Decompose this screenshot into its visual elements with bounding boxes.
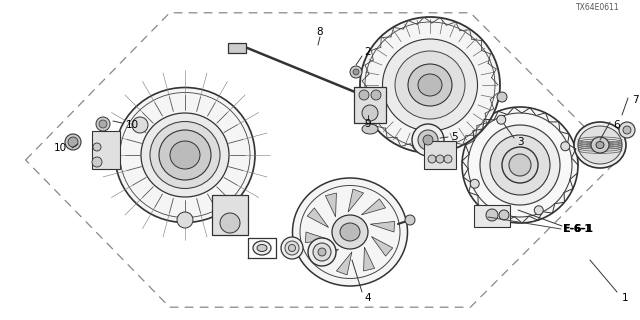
Text: E-6-1: E-6-1 [563, 224, 591, 234]
Text: 2: 2 [365, 47, 371, 57]
Circle shape [177, 212, 193, 228]
Circle shape [96, 117, 110, 131]
Ellipse shape [257, 244, 267, 252]
Circle shape [497, 115, 506, 124]
Ellipse shape [578, 126, 622, 164]
Polygon shape [348, 189, 364, 212]
Text: 10: 10 [125, 120, 139, 130]
Polygon shape [305, 232, 330, 243]
Ellipse shape [360, 17, 500, 153]
Bar [354, 87, 386, 123]
Ellipse shape [591, 137, 609, 153]
Text: 9: 9 [365, 119, 371, 129]
Polygon shape [371, 236, 393, 256]
Circle shape [405, 215, 415, 225]
Ellipse shape [462, 107, 578, 223]
Text: 6: 6 [614, 120, 620, 130]
Circle shape [486, 209, 498, 221]
Ellipse shape [574, 122, 626, 168]
Bar [212, 195, 248, 235]
Ellipse shape [383, 39, 477, 131]
Polygon shape [337, 252, 352, 275]
Ellipse shape [115, 87, 255, 222]
Bar [228, 43, 246, 53]
Text: 3: 3 [516, 137, 524, 147]
Circle shape [436, 155, 444, 163]
Circle shape [428, 155, 436, 163]
Circle shape [371, 90, 381, 100]
Polygon shape [364, 247, 374, 271]
Ellipse shape [159, 130, 211, 180]
Circle shape [497, 92, 507, 102]
Circle shape [561, 142, 570, 151]
Text: E-6-1: E-6-1 [563, 224, 593, 234]
Ellipse shape [220, 213, 240, 233]
Circle shape [499, 210, 509, 220]
Circle shape [353, 69, 359, 75]
Ellipse shape [509, 154, 531, 176]
Ellipse shape [490, 135, 550, 195]
Polygon shape [307, 208, 328, 228]
Ellipse shape [340, 223, 360, 241]
Ellipse shape [332, 215, 368, 249]
Ellipse shape [170, 141, 200, 169]
Ellipse shape [395, 51, 465, 119]
Bar [92, 131, 120, 169]
Text: 10: 10 [53, 143, 67, 153]
Circle shape [623, 126, 631, 134]
Ellipse shape [292, 178, 408, 286]
Bar [474, 205, 510, 227]
Ellipse shape [308, 238, 336, 266]
Polygon shape [314, 249, 339, 265]
Ellipse shape [253, 241, 271, 255]
Circle shape [362, 105, 378, 121]
Circle shape [65, 134, 81, 150]
Ellipse shape [362, 124, 378, 134]
Circle shape [534, 206, 543, 215]
Text: 8: 8 [317, 27, 323, 37]
Circle shape [99, 120, 107, 128]
Circle shape [359, 90, 369, 100]
Ellipse shape [318, 248, 326, 256]
Ellipse shape [480, 125, 560, 205]
Polygon shape [325, 193, 337, 217]
Ellipse shape [141, 113, 229, 197]
Text: 1: 1 [621, 293, 628, 303]
Ellipse shape [408, 64, 452, 106]
Ellipse shape [150, 122, 220, 188]
Circle shape [92, 157, 102, 167]
Ellipse shape [412, 124, 444, 156]
Text: 7: 7 [632, 95, 638, 105]
Circle shape [132, 117, 148, 133]
Bar [424, 141, 456, 169]
Ellipse shape [285, 241, 299, 255]
Circle shape [444, 155, 452, 163]
Ellipse shape [418, 130, 438, 150]
Text: 4: 4 [365, 293, 371, 303]
Circle shape [470, 179, 479, 188]
Ellipse shape [502, 147, 538, 183]
Ellipse shape [418, 74, 442, 96]
Circle shape [93, 143, 101, 151]
Text: 5: 5 [452, 132, 458, 142]
Ellipse shape [596, 141, 604, 148]
Polygon shape [371, 221, 395, 232]
Circle shape [68, 137, 78, 147]
Polygon shape [362, 199, 385, 215]
Ellipse shape [313, 243, 331, 261]
Circle shape [350, 66, 362, 78]
Ellipse shape [289, 244, 296, 252]
Text: TX64E0611: TX64E0611 [577, 3, 620, 12]
Circle shape [619, 122, 635, 138]
Ellipse shape [281, 237, 303, 259]
Ellipse shape [423, 135, 433, 145]
